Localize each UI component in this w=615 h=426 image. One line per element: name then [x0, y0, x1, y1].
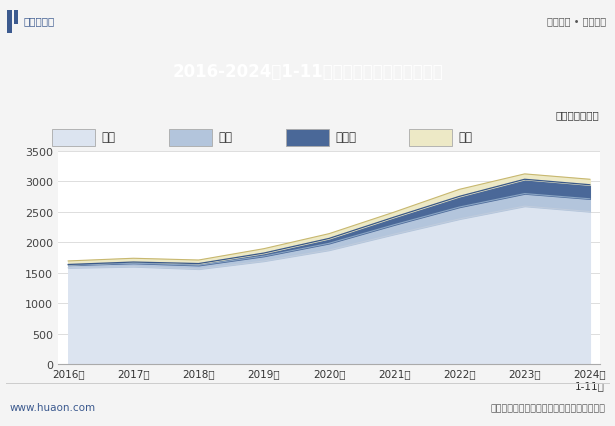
Bar [52, 130, 95, 147]
Bar [169, 130, 212, 147]
Bar [14, 11, 18, 25]
Text: 华经情报网: 华经情报网 [23, 17, 55, 26]
Text: 数据来源：国家统计局，华经产业研究院整理: 数据来源：国家统计局，华经产业研究院整理 [491, 403, 606, 412]
Text: 火力: 火力 [101, 131, 116, 144]
Bar [286, 130, 329, 147]
Text: www.huaon.com: www.huaon.com [9, 403, 95, 412]
Text: 风力: 风力 [218, 131, 232, 144]
Text: 单位：亿千瓦时: 单位：亿千瓦时 [556, 109, 600, 120]
Text: 水力: 水力 [458, 131, 472, 144]
Text: 专业严谨 • 客观科学: 专业严谨 • 客观科学 [547, 17, 606, 26]
Text: 2016-2024年1-11月陕西省各发电类型发电量: 2016-2024年1-11月陕西省各发电类型发电量 [172, 62, 443, 81]
Text: 太阳能: 太阳能 [335, 131, 356, 144]
Bar [7, 11, 12, 34]
Bar [409, 130, 452, 147]
